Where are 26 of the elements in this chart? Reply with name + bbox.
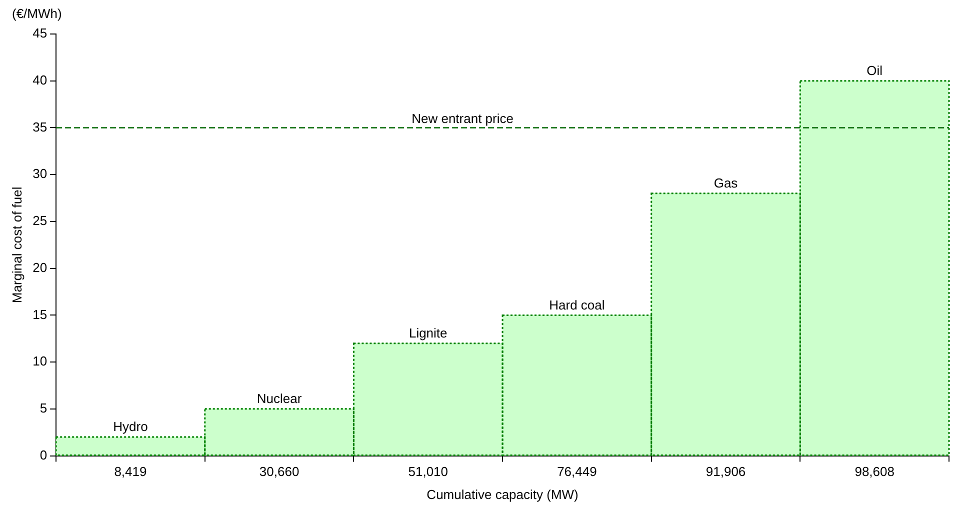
y-tick-label: 35 — [32, 119, 48, 134]
x-tick-label: 91,906 — [706, 464, 746, 480]
annotation: Lignite — [408, 325, 448, 340]
annotation: Oil — [866, 62, 883, 78]
annotation: Hydro — [113, 419, 148, 434]
x-tick-label: 98,608 — [854, 464, 894, 480]
annotation: Nuclear — [256, 391, 302, 406]
annotation: Gas — [714, 175, 738, 190]
x-axis-title: Cumulative capacity (MW) — [426, 486, 578, 502]
y-tick-label: 25 — [32, 213, 48, 228]
y-tick-label: 10 — [32, 354, 48, 369]
y-tick-label: 45 — [32, 26, 48, 41]
annotation: Hard coal — [549, 297, 605, 312]
y-tick-label: 40 — [32, 72, 48, 88]
x-tick-label: 51,010 — [408, 464, 448, 480]
y-tick-label: 0 — [40, 447, 48, 462]
ref-line-label: New entrant price — [412, 110, 514, 126]
x-tick-label: 30,660 — [259, 464, 300, 480]
text: (€/MWh) — [12, 6, 62, 22]
y-tick-label: 15 — [32, 306, 48, 322]
y-axis-title: Marginal cost of fuel — [9, 186, 24, 304]
y-tick-label: 20 — [32, 260, 48, 275]
y-tick-label: 30 — [32, 166, 48, 182]
x-tick-label: 76,449 — [557, 464, 597, 480]
y-tick-label: 5 — [40, 400, 48, 416]
x-tick-label: 8,419 — [114, 464, 147, 480]
